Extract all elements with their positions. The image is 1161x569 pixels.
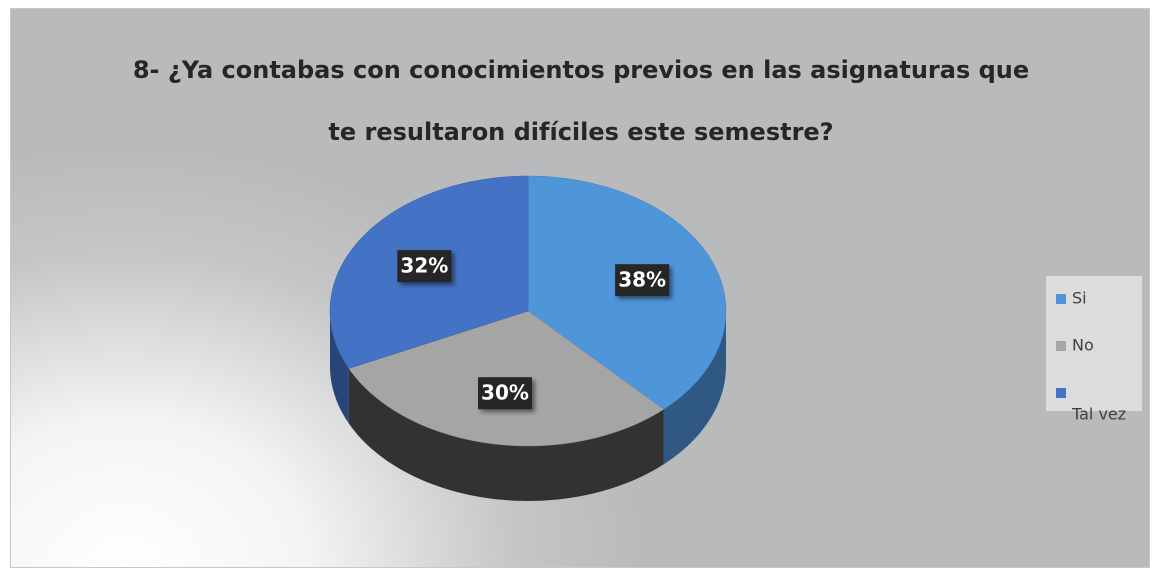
legend-swatch xyxy=(1056,341,1066,351)
legend-swatch xyxy=(1056,388,1066,398)
legend-label: Si xyxy=(1072,289,1087,308)
chart-title: 8- ¿Ya contabas con conocimientos previo… xyxy=(132,56,1030,146)
pie-side xyxy=(348,368,664,501)
legend-label: No xyxy=(1072,336,1094,355)
chart: 38% 30% 32% Si No Tal vez xyxy=(329,175,1142,501)
legend-swatch xyxy=(1056,294,1066,304)
data-label-box xyxy=(397,250,452,283)
chart-area: 8- ¿Ya contabas con conocimientos previo… xyxy=(10,8,1150,568)
data-label: 38% xyxy=(618,268,666,292)
legend-label: Tal vez xyxy=(1071,405,1126,424)
data-label-box xyxy=(477,377,532,410)
data-label-box xyxy=(615,264,670,297)
data-label: 30% xyxy=(481,381,529,405)
data-label: 32% xyxy=(400,254,448,278)
pie-side xyxy=(330,311,349,424)
pie-side xyxy=(663,311,726,465)
